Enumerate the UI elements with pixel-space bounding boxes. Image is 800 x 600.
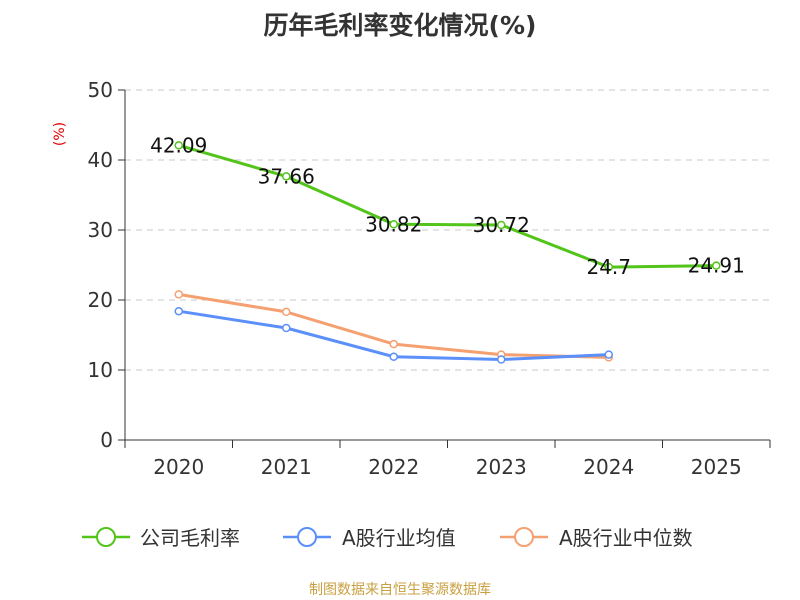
source-note: 制图数据来自恒生聚源数据库 [309, 582, 491, 598]
data-point [389, 352, 398, 361]
data-label: 30.72 [473, 213, 530, 237]
series-line [178, 309, 609, 361]
data-label: 24.91 [688, 254, 745, 278]
legend-label: A股行业中位数 [559, 526, 693, 550]
x-tick-label: 2020 [153, 455, 204, 479]
y-tick-label: 40 [88, 148, 113, 172]
data-point [389, 339, 398, 349]
data-label: 37.66 [258, 164, 315, 188]
y-tick-label: 10 [88, 358, 113, 382]
chart-title: 历年毛利率变化情况(%) [263, 11, 537, 40]
y-tick-label: 30 [88, 218, 113, 242]
data-label: 42.09 [150, 133, 207, 157]
y-tick-label: 50 [88, 78, 113, 102]
grid-lines [125, 89, 770, 371]
legend-label: A股行业均值 [342, 526, 456, 550]
legend-marker [297, 527, 317, 547]
series-line [178, 143, 717, 269]
legend-marker [96, 527, 116, 547]
legend: 公司毛利率 A股行业均值 A股行业中位数 [82, 526, 693, 550]
legend-marker [514, 527, 534, 547]
data-label: 30.82 [365, 212, 422, 236]
data-labels: 42.09 37.66 30.82 30.72 24.7 24.91 [150, 133, 745, 279]
y-tick-label: 20 [88, 288, 113, 312]
legend-label: 公司毛利率 [140, 526, 240, 550]
data-point [604, 262, 613, 272]
y-tick-label: 0 [100, 428, 113, 452]
data-point [604, 350, 613, 359]
series-lines [174, 141, 721, 364]
data-point [497, 220, 506, 230]
x-tick-label: 2024 [583, 455, 634, 479]
x-tick-label: 2021 [261, 455, 312, 479]
axes: 0 10 20 30 40 50 2020 2021 2022 2023 2024 2025 [88, 78, 771, 479]
x-tick-label: 2025 [691, 455, 742, 479]
x-tick-label: 2023 [476, 455, 527, 479]
data-point [174, 141, 183, 150]
data-label: 24.7 [586, 255, 631, 279]
data-point [389, 220, 398, 229]
data-point [282, 307, 291, 317]
data-point [282, 172, 291, 181]
data-point [174, 306, 183, 316]
data-point [282, 323, 291, 333]
data-point [174, 290, 183, 299]
x-tick-label: 2022 [368, 455, 419, 479]
data-point [497, 355, 506, 364]
data-point [712, 261, 721, 270]
